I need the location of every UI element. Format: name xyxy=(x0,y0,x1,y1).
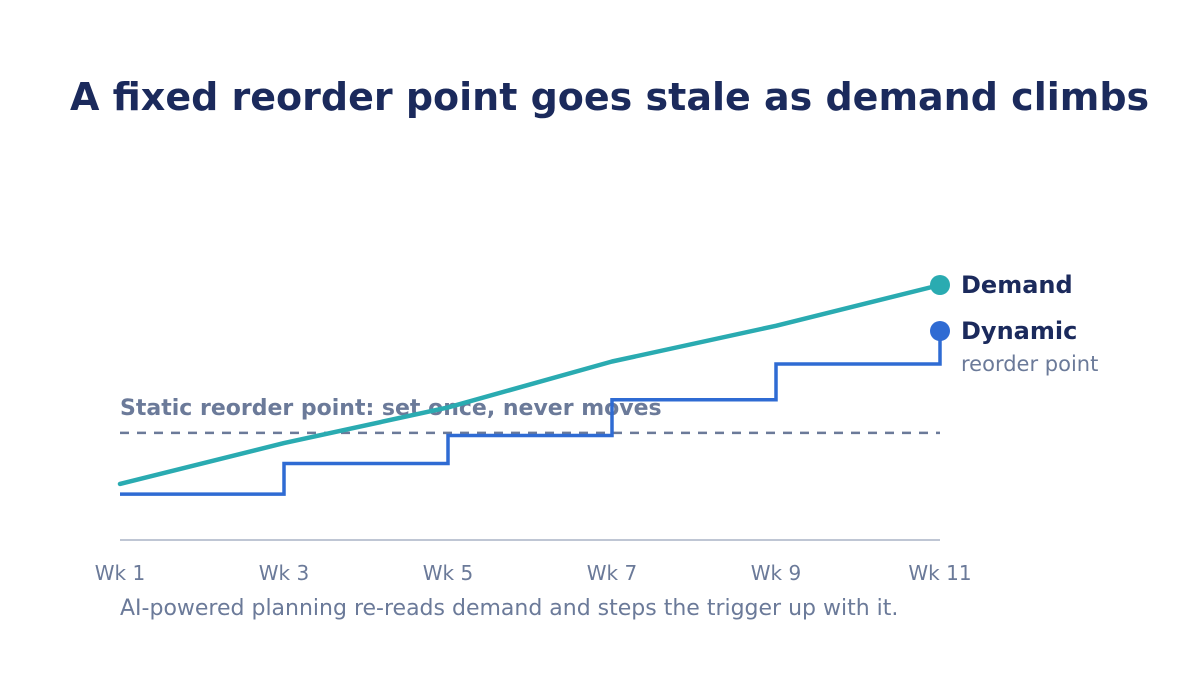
x-tick-label: Wk 1 xyxy=(95,561,145,585)
dynamic-series-label: Dynamic xyxy=(961,317,1077,345)
x-tick-label: Wk 7 xyxy=(587,561,637,585)
dynamic-end-marker xyxy=(930,321,950,341)
x-tick-label: Wk 3 xyxy=(259,561,309,585)
x-tick-label: Wk 5 xyxy=(423,561,473,585)
dynamic-series-step-line xyxy=(120,330,942,496)
x-tick-label: Wk 11 xyxy=(908,561,971,585)
demand-series-label: Demand xyxy=(961,271,1073,299)
demand-series-line xyxy=(117,282,943,487)
x-tick-label: Wk 9 xyxy=(751,561,801,585)
dynamic-series-sublabel: reorder point xyxy=(961,352,1098,376)
demand-end-marker xyxy=(930,275,950,295)
static-reorder-label: Static reorder point: set once, never mo… xyxy=(120,396,662,421)
chart-title: A fixed reorder point goes stale as dema… xyxy=(70,75,1150,119)
chart-caption: AI-powered planning re-reads demand and … xyxy=(120,596,899,621)
x-axis-ticks: Wk 1 Wk 3 Wk 5 Wk 7 Wk 9 Wk 11 xyxy=(95,561,972,585)
